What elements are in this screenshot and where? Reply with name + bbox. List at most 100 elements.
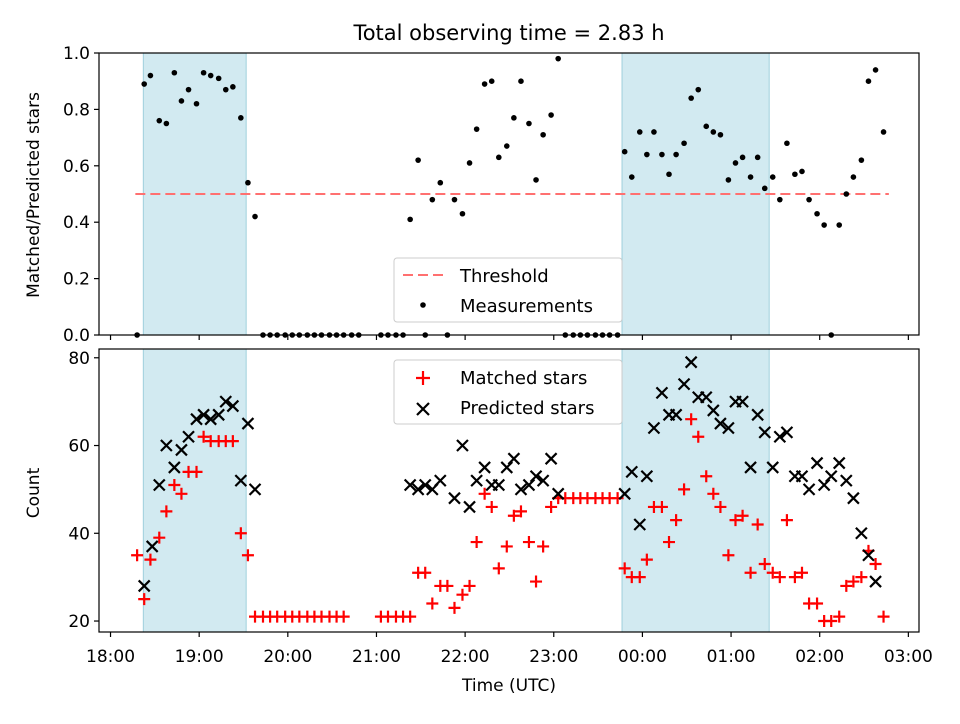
measurement-point bbox=[147, 72, 154, 79]
measurement-point bbox=[806, 196, 812, 203]
predicted-point bbox=[219, 395, 233, 408]
bottom-panel: 20 40 60 80 18:00 19:00 20:00 21:00 22:00 23:00 00… bbox=[68, 348, 933, 667]
predicted-point bbox=[434, 474, 447, 487]
predicted-point bbox=[168, 461, 181, 474]
matched-point bbox=[441, 579, 454, 592]
top-axes-frame bbox=[98, 52, 920, 336]
matched-point bbox=[197, 430, 210, 443]
measurement-point bbox=[496, 154, 502, 161]
measurement-point bbox=[784, 140, 790, 147]
predicted-point bbox=[655, 386, 669, 400]
legend-bottom: Matched stars Predicted stars bbox=[393, 359, 623, 425]
measurement-point bbox=[872, 67, 879, 73]
matched-point bbox=[744, 566, 757, 579]
predicted-point bbox=[802, 483, 816, 496]
predicted-point bbox=[522, 478, 536, 492]
predicted-point bbox=[773, 430, 787, 444]
measurement-point bbox=[695, 86, 702, 93]
measurement-point bbox=[193, 100, 200, 107]
measurement-point bbox=[688, 95, 694, 101]
measurement-point bbox=[628, 174, 635, 180]
matched-point bbox=[877, 610, 890, 623]
matched-point bbox=[795, 566, 808, 579]
predicted-point bbox=[684, 355, 698, 369]
measurement-point bbox=[836, 222, 843, 228]
measurement-point bbox=[747, 174, 754, 180]
matched-point bbox=[692, 430, 705, 443]
measurement-point bbox=[252, 213, 258, 220]
predicted-point bbox=[722, 421, 735, 435]
measurement-point bbox=[843, 191, 850, 197]
predicted-point bbox=[529, 469, 543, 483]
matched-point bbox=[138, 593, 151, 606]
matched-point bbox=[833, 610, 846, 623]
measurement-point bbox=[407, 216, 413, 223]
matched-point bbox=[404, 610, 417, 623]
x-tick-label: 03:00 bbox=[884, 647, 933, 667]
measurement-point bbox=[659, 151, 665, 158]
matched-point bbox=[780, 514, 793, 527]
predicted-point bbox=[212, 408, 225, 422]
predicted-point bbox=[248, 483, 262, 496]
matched-point bbox=[241, 549, 254, 562]
matched-point bbox=[485, 500, 498, 513]
top-y-tick-label: 0.0 bbox=[63, 326, 90, 346]
measurement-point bbox=[739, 154, 746, 161]
matched-point bbox=[840, 579, 853, 592]
measurement-point bbox=[858, 157, 865, 163]
predicted-point bbox=[647, 421, 661, 435]
top-panel: 0.0 0.2 0.4 0.6 0.8 1.0 bbox=[63, 44, 920, 346]
matched-point bbox=[337, 610, 350, 623]
matched-point bbox=[426, 597, 439, 610]
measurement-point bbox=[636, 129, 643, 135]
predicted-point bbox=[551, 487, 565, 501]
predicted-point bbox=[751, 408, 764, 422]
measurement-point bbox=[792, 171, 798, 178]
measurement-point bbox=[171, 69, 178, 76]
matched-point bbox=[419, 566, 432, 579]
x-tick-label: 18:00 bbox=[86, 647, 135, 667]
measurement-point bbox=[245, 179, 251, 186]
matched-point bbox=[751, 518, 764, 531]
top-y-tick-label: 0.6 bbox=[63, 157, 90, 177]
predicted-point bbox=[536, 474, 550, 487]
predicted-point bbox=[640, 469, 654, 483]
measurement-point bbox=[681, 140, 687, 147]
bottom-y-tick-label: 40 bbox=[68, 524, 90, 544]
measurement-point bbox=[429, 196, 436, 203]
predicted-point bbox=[677, 377, 691, 391]
matched-point bbox=[825, 615, 838, 628]
x-tick-label: 20:00 bbox=[263, 647, 312, 667]
matched-point bbox=[500, 540, 513, 553]
measurement-point bbox=[503, 143, 510, 149]
measurement-point bbox=[814, 210, 820, 217]
matched-point bbox=[855, 571, 868, 584]
predicted-point bbox=[633, 518, 647, 531]
measurement-point bbox=[717, 131, 724, 138]
bottom-y-tick-label: 80 bbox=[68, 349, 90, 369]
measurement-point bbox=[415, 157, 421, 163]
matched-point bbox=[655, 500, 668, 513]
measurement-point bbox=[865, 78, 872, 84]
predicted-point bbox=[448, 491, 461, 505]
measurement-point bbox=[473, 126, 480, 132]
matched-point bbox=[507, 509, 520, 522]
predicted-point bbox=[840, 474, 853, 487]
bottom-series-1 bbox=[137, 355, 882, 593]
bottom-shaded-interval-0 bbox=[142, 348, 247, 633]
measurement-point bbox=[459, 210, 466, 217]
matched-point bbox=[788, 571, 801, 584]
predicted-point bbox=[824, 469, 838, 483]
measurement-point bbox=[185, 86, 192, 93]
predicted-point bbox=[418, 478, 432, 492]
matched-point bbox=[226, 435, 239, 448]
matched-point bbox=[678, 483, 691, 496]
predicted-point bbox=[507, 452, 521, 465]
predicted-point bbox=[160, 439, 173, 452]
predicted-point bbox=[832, 456, 846, 470]
measurement-point bbox=[555, 55, 561, 62]
predicted-point bbox=[625, 465, 639, 479]
predicted-point bbox=[817, 478, 831, 492]
measurement-point bbox=[777, 196, 783, 203]
matched-point bbox=[766, 566, 779, 579]
